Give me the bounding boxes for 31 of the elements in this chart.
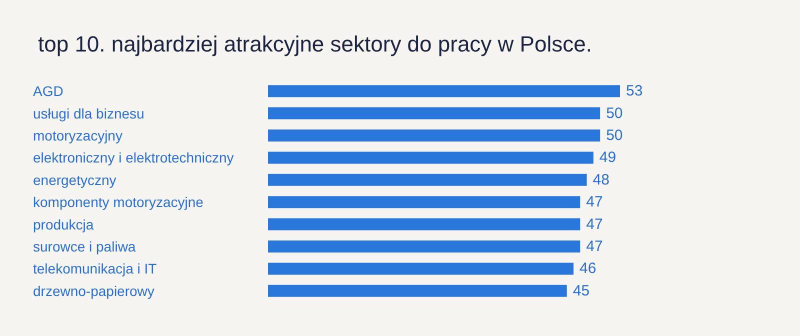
data-label: 50 [606,127,623,144]
bar [268,218,580,230]
data-label: 47 [586,216,603,233]
data-label: 49 [599,149,616,166]
data-label: 48 [592,171,610,188]
bar [268,174,587,186]
bar [268,152,594,164]
y-tick-label: energetyczny [33,172,116,188]
data-label: 47 [586,194,603,211]
y-tick-label: motoryzacyjny [33,128,122,144]
data-label: 46 [580,260,596,278]
y-tick-label: surowce i paliwa [33,238,136,254]
y-tick-label: telekomunikacja i IT [33,260,158,277]
bar [268,130,600,142]
y-tick-label: drzewno-papierowy [33,282,154,299]
data-label: 47 [586,238,603,255]
data-label: 53 [626,82,643,100]
bar [268,107,600,120]
chart-title: top 10. najbardziej atrakcyjne sektory do pracy w Polsce. [38,32,592,56]
bar [268,262,574,275]
bar [268,196,580,208]
data-label: 50 [606,104,623,122]
y-tick-label: komponenty motoryzacyjne [33,194,204,210]
bar [268,240,580,252]
bar [268,85,620,98]
y-tick-label: AGD [33,83,64,100]
y-tick-label: elektroniczny i elektrotechniczny [33,150,234,166]
y-tick-label: produkcja [33,216,94,232]
bar [268,284,567,297]
data-label: 45 [572,282,590,300]
y-tick-label: usługi dla biznesu [33,105,144,122]
